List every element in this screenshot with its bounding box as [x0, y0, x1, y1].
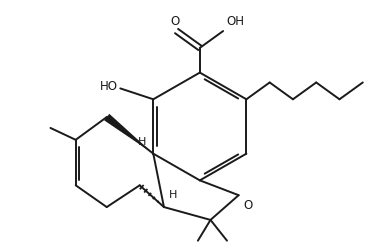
Text: H: H: [138, 137, 147, 147]
Text: H: H: [168, 190, 177, 200]
Text: O: O: [244, 199, 253, 212]
Text: OH: OH: [226, 15, 244, 28]
Polygon shape: [104, 114, 153, 154]
Text: O: O: [170, 15, 179, 28]
Text: HO: HO: [100, 80, 118, 93]
